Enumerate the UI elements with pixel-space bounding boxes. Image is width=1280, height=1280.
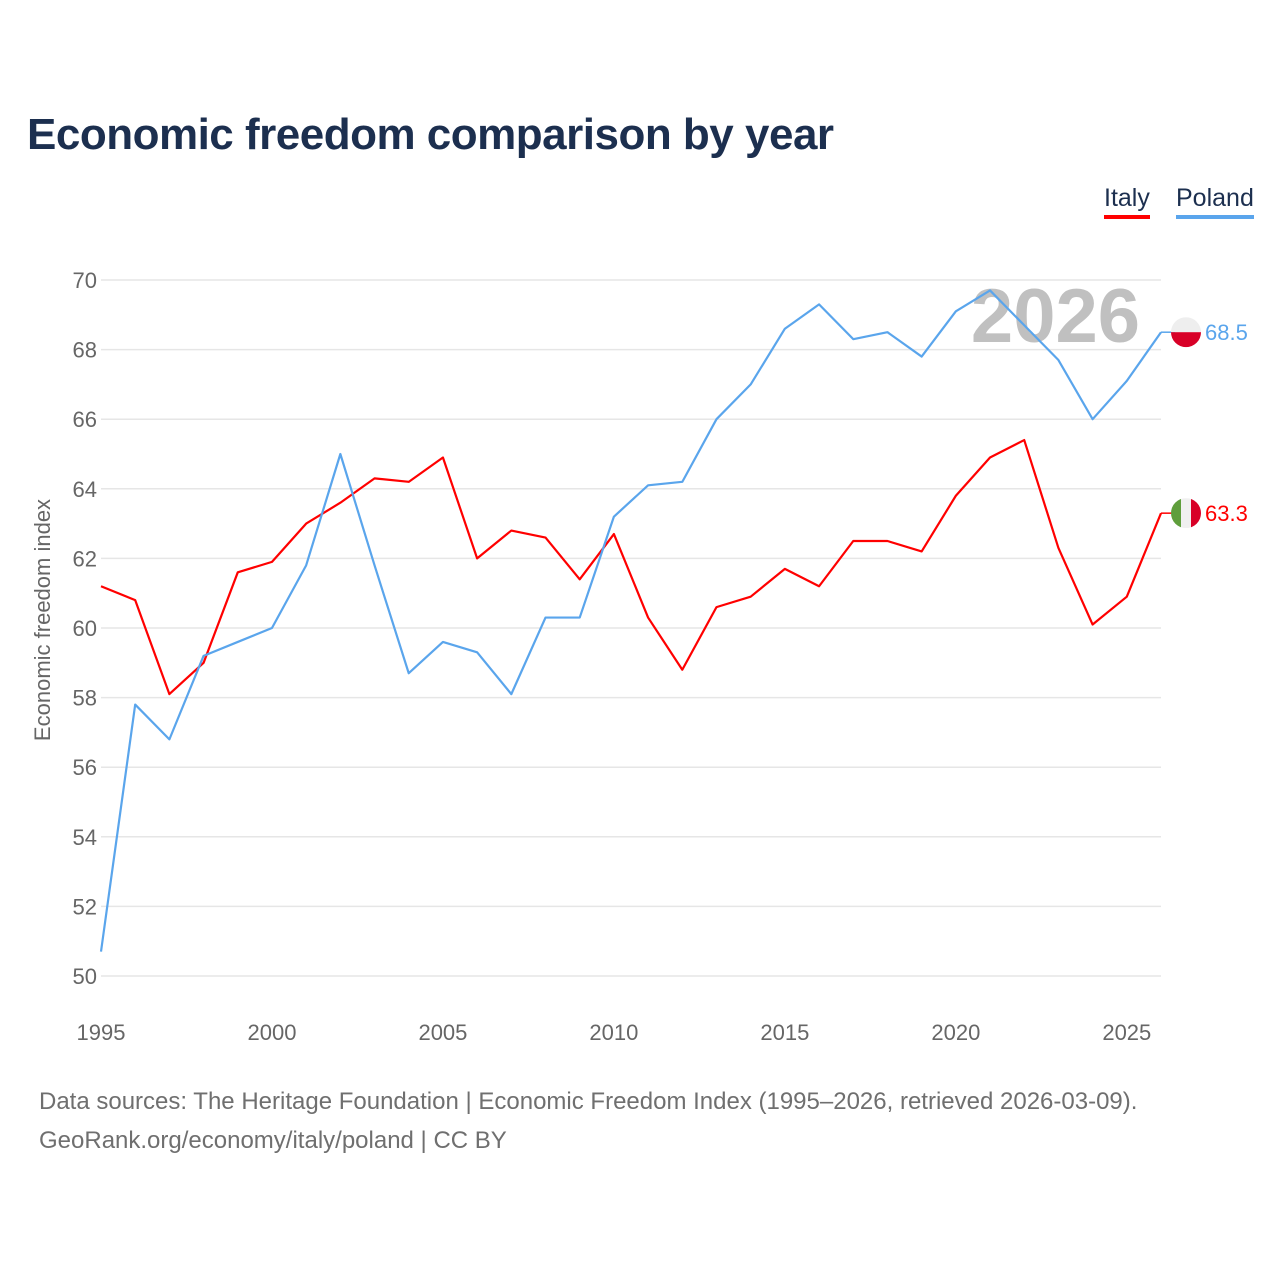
flag-body — [1171, 498, 1201, 529]
x-tick-label: 1995 — [77, 1020, 126, 1045]
x-tick-label: 2025 — [1102, 1020, 1151, 1045]
y-tick-label: 62 — [73, 546, 97, 571]
y-tick-label: 56 — [73, 755, 97, 780]
y-tick-label: 64 — [73, 477, 97, 502]
series-line-poland — [99, 289, 1162, 952]
y-tick-label: 68 — [73, 338, 97, 363]
x-tick-label: 2010 — [589, 1020, 638, 1045]
end-value-label-italy: 63.3 — [1205, 501, 1248, 526]
y-tick-label: 52 — [73, 894, 97, 919]
italy-flag-icon — [1171, 498, 1201, 529]
y-tick-label: 66 — [73, 407, 97, 432]
series-line-italy — [100, 438, 1163, 696]
flag-stripe-white — [1181, 498, 1191, 529]
y-tick-label: 60 — [73, 616, 97, 641]
year-watermark: 2026 — [971, 274, 1140, 359]
legend-poland[interactable]: Poland — [1176, 184, 1254, 219]
poland-flag-icon — [1171, 317, 1201, 348]
x-tick-label: 2020 — [931, 1020, 980, 1045]
y-tick-label: 50 — [73, 964, 97, 989]
x-tick-label: 2015 — [760, 1020, 809, 1045]
flag-body — [1171, 317, 1201, 348]
x-tick-label: 2005 — [418, 1020, 467, 1045]
legend-italy[interactable]: Italy — [1104, 184, 1150, 219]
credit-link[interactable]: GeoRank.org/economy/italy/poland | CC BY — [39, 1127, 507, 1154]
y-tick-label: 54 — [73, 825, 97, 850]
end-value-label-poland: 68.5 — [1205, 320, 1248, 345]
flag-stripe-red — [1171, 332, 1201, 348]
flag-stripe-green — [1171, 498, 1181, 529]
chart-title: Economic freedom comparison by year — [27, 110, 834, 159]
flag-stripe-white — [1171, 317, 1201, 333]
data-sources: Data sources: The Heritage Foundation | … — [39, 1088, 1138, 1115]
x-tick-label: 2000 — [247, 1020, 296, 1045]
y-tick-label: 70 — [73, 268, 97, 293]
flag-stripe-red — [1191, 498, 1201, 529]
y-tick-label: 58 — [73, 686, 97, 711]
y-axis-label: Economic freedom index — [30, 499, 55, 741]
